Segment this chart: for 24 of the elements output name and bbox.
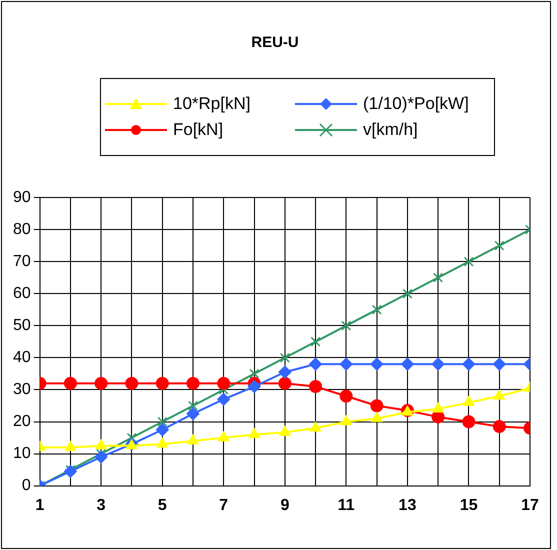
y-tick-label: 10 (13, 445, 31, 462)
y-tick-label: 50 (13, 317, 31, 334)
x-tick-label: 5 (158, 496, 167, 514)
x-tick-label: 17 (521, 496, 539, 514)
legend-label: 10*Rp[kN] (173, 94, 250, 114)
legend-label: Fo[kN] (173, 120, 224, 140)
x-tick-label: 7 (219, 496, 228, 514)
y-tick-label: 60 (13, 285, 31, 302)
y-tick-label: 40 (13, 349, 31, 366)
x-tick-label: 9 (280, 496, 290, 514)
y-tick-label: 80 (13, 221, 31, 238)
x-tick-label: 1 (35, 496, 44, 514)
legend-label: v[km/h] (363, 120, 418, 140)
y-tick-label: 30 (13, 381, 31, 398)
legend-label: (1/10)*Po[kW] (363, 94, 469, 114)
chart-title: REU-U (250, 34, 300, 51)
x-tick-label: 15 (460, 496, 478, 514)
y-tick-label: 90 (13, 189, 31, 206)
y-tick-label: 70 (13, 253, 31, 270)
y-tick-label: 0 (22, 477, 31, 494)
y-tick-label: 20 (13, 413, 31, 430)
x-tick-label: 3 (96, 496, 106, 514)
x-tick-label: 13 (398, 496, 416, 514)
x-tick-label: 11 (338, 496, 355, 514)
